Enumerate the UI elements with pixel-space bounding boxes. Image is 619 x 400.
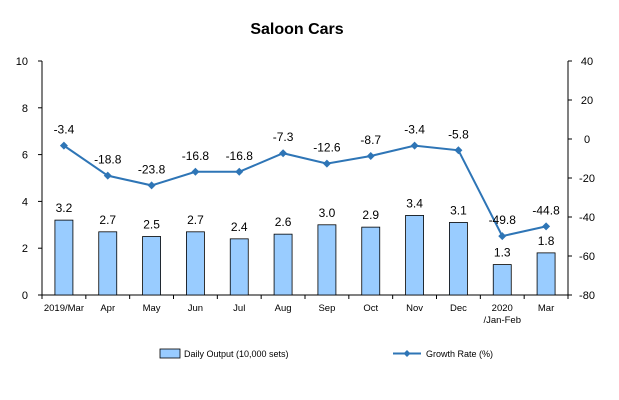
data-labels: 3.2 2.7 2.5 2.7 2.4 2.6 3.0 2.9 3.4 3.1 1.3 1.8 -3.4…: [54, 123, 561, 260]
bar-value-label: 3.1: [450, 203, 467, 217]
bar-series: [54, 215, 556, 296]
right-tick-label: -20: [579, 173, 595, 185]
line-series: [59, 141, 551, 241]
right-tick-label: -80: [579, 290, 595, 302]
left-tick-label: 0: [22, 290, 28, 302]
bar-value-label: 2.4: [231, 220, 248, 234]
bar: [54, 219, 74, 296]
line-point-marker: [410, 141, 419, 150]
x-tick-label: Mar: [538, 303, 554, 314]
line-value-label: -7.3: [273, 130, 294, 144]
right-tick-label: -40: [579, 212, 595, 224]
legend-bar-label: Daily Output (10,000 sets): [184, 349, 289, 359]
line-point-marker: [454, 146, 463, 155]
line-value-label: -49.8: [489, 213, 517, 227]
left-tick-label: 10: [16, 56, 28, 68]
line-point-marker: [103, 171, 112, 180]
line-point-marker: [191, 167, 200, 176]
bar-value-label: 1.3: [494, 246, 511, 260]
right-tick-label: -60: [579, 251, 595, 263]
bar: [405, 215, 424, 296]
line-value-label: -3.4: [404, 123, 425, 137]
line-point-marker: [279, 149, 288, 158]
line-value-label: -8.7: [360, 133, 381, 147]
x-tick-label: Oct: [363, 303, 378, 314]
bar-value-label: 2.9: [362, 208, 379, 222]
line-value-label: -5.8: [448, 127, 469, 141]
x-tick-label: 2019/Mar: [44, 303, 84, 314]
x-tick-label: Jun: [188, 303, 203, 314]
line-point-marker: [322, 159, 331, 168]
bar: [317, 224, 337, 296]
axes: 0 2 4 6 8 10 -80 -60 -40 -20 0 20 40 2019/Mar Apr May Ju…: [16, 56, 595, 326]
left-tick-label: 2: [22, 243, 28, 255]
bar: [273, 233, 293, 296]
legend-bar-swatch: [159, 348, 181, 359]
line-value-label: -44.8: [532, 203, 560, 217]
bar: [536, 252, 556, 296]
left-tick-label: 6: [22, 150, 28, 162]
bar: [492, 264, 512, 296]
x-tick-label: Nov: [406, 303, 423, 314]
x-tick-label: Jul: [233, 303, 245, 314]
bar-value-label: 2.5: [143, 218, 160, 232]
right-tick-label: 40: [581, 56, 593, 68]
bar-value-label: 3.4: [406, 196, 423, 210]
bar-value-label: 1.8: [538, 234, 555, 248]
x-tick-label: 2020/Jan-Feb: [484, 303, 522, 326]
bar-value-label: 3.0: [319, 206, 336, 220]
x-tick-label: Apr: [100, 303, 115, 314]
bar-value-label: 2.7: [99, 213, 116, 227]
line-value-label: -23.8: [138, 162, 166, 176]
line-value-label: -12.6: [313, 141, 341, 155]
bar-value-label: 3.2: [56, 201, 73, 215]
line-value-label: -18.8: [94, 153, 122, 167]
line-point-marker: [235, 167, 244, 176]
right-tick-label: 20: [581, 95, 593, 107]
bar-value-label: 2.6: [275, 215, 292, 229]
legend: Daily Output (10,000 sets) Growth Rate (%…: [159, 348, 493, 359]
left-tick-label: 4: [22, 196, 28, 208]
line-point-marker: [498, 232, 507, 241]
bar: [229, 238, 249, 296]
x-tick-label: Aug: [275, 303, 292, 314]
line-value-label: -16.8: [226, 149, 254, 163]
line-point-marker: [147, 181, 156, 190]
bar: [186, 231, 205, 296]
line-point-marker: [542, 222, 551, 231]
growth-line: [63, 144, 547, 238]
bar-value-label: 2.7: [187, 213, 204, 227]
x-tick-label: Dec: [450, 303, 467, 314]
line-point-marker: [366, 151, 375, 160]
x-tick-label: Sep: [318, 303, 335, 314]
bar: [361, 226, 381, 296]
bar: [449, 222, 468, 296]
bar: [142, 236, 161, 296]
line-value-label: -3.4: [54, 123, 75, 137]
legend-line-marker: [403, 350, 411, 357]
left-tick-label: 8: [22, 103, 28, 115]
x-tick-label: May: [143, 303, 161, 314]
line-point-marker: [59, 141, 68, 150]
chart-title: Saloon Cars: [250, 21, 343, 38]
bar: [98, 231, 118, 296]
right-tick-label: 0: [584, 134, 590, 146]
legend-line-label: Growth Rate (%): [426, 349, 493, 359]
line-value-label: -16.8: [182, 149, 210, 163]
